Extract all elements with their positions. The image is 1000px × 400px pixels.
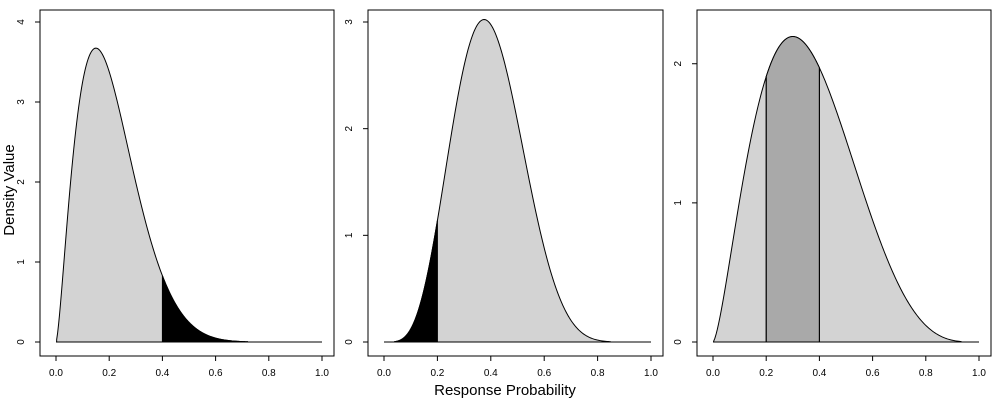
y-tick-label: 2 bbox=[344, 125, 355, 131]
x-tick-label: 0.8 bbox=[919, 368, 933, 379]
x-tick-label: 0.4 bbox=[812, 368, 826, 379]
density-area bbox=[56, 47, 249, 343]
panel-2: 0.0 0.2 0.4 0.6 0.8 1.0 0 1 2 3 bbox=[344, 9, 664, 379]
shaded-region-1 bbox=[394, 220, 438, 343]
x-tick-label: 0.4 bbox=[484, 368, 498, 379]
x-tick-label: 0.2 bbox=[102, 368, 116, 379]
y-tick-label: 2 bbox=[673, 61, 684, 67]
x-tick-label: 0.0 bbox=[49, 368, 63, 379]
y-axis-title: Density Value bbox=[1, 144, 18, 235]
y-axis: 0 1 2 3 4 bbox=[16, 19, 41, 345]
y-tick-label: 4 bbox=[16, 19, 27, 25]
x-tick-label: 0.0 bbox=[377, 368, 391, 379]
x-axis: 0.0 0.2 0.4 0.6 0.8 1.0 bbox=[49, 355, 329, 379]
x-tick-label: 0.6 bbox=[209, 368, 223, 379]
x-axis-title: Response Probability bbox=[434, 382, 576, 399]
x-tick-label: 0.6 bbox=[866, 368, 880, 379]
y-tick-label: 0 bbox=[673, 339, 684, 345]
y-tick-label: 1 bbox=[16, 259, 27, 265]
x-tick-label: 0.0 bbox=[706, 368, 720, 379]
x-tick-label: 1.0 bbox=[315, 368, 329, 379]
x-tick-label: 0.8 bbox=[591, 368, 605, 379]
x-axis: 0.0 0.2 0.4 0.6 0.8 1.0 bbox=[377, 355, 658, 379]
y-tick-label: 3 bbox=[16, 99, 27, 105]
x-tick-label: 1.0 bbox=[972, 368, 986, 379]
y-axis: 0 1 2 bbox=[673, 61, 698, 345]
x-axis: 0.0 0.2 0.4 0.6 0.8 1.0 bbox=[706, 355, 986, 379]
y-tick-label: 3 bbox=[344, 19, 355, 25]
panel-3: 0.0 0.2 0.4 0.6 0.8 1.0 0 1 2 bbox=[673, 9, 992, 379]
panel-1: 0.0 0.2 0.4 0.6 0.8 1.0 0 1 2 3 4 bbox=[16, 9, 335, 379]
y-axis: 0 1 2 3 bbox=[344, 19, 369, 345]
y-tick-label: 0 bbox=[344, 339, 355, 345]
y-tick-label: 0 bbox=[16, 339, 27, 345]
x-tick-label: 0.4 bbox=[155, 368, 169, 379]
y-tick-label: 2 bbox=[16, 179, 27, 185]
x-tick-label: 0.2 bbox=[430, 368, 444, 379]
x-tick-label: 1.0 bbox=[644, 368, 658, 379]
x-tick-label: 0.2 bbox=[759, 368, 773, 379]
density-area bbox=[713, 36, 962, 343]
x-tick-label: 0.6 bbox=[537, 368, 551, 379]
y-tick-label: 1 bbox=[673, 200, 684, 206]
shaded-region-1 bbox=[765, 36, 820, 343]
shaded-region-1 bbox=[161, 275, 249, 343]
y-tick-label: 1 bbox=[344, 232, 355, 238]
x-tick-label: 0.8 bbox=[262, 368, 276, 379]
